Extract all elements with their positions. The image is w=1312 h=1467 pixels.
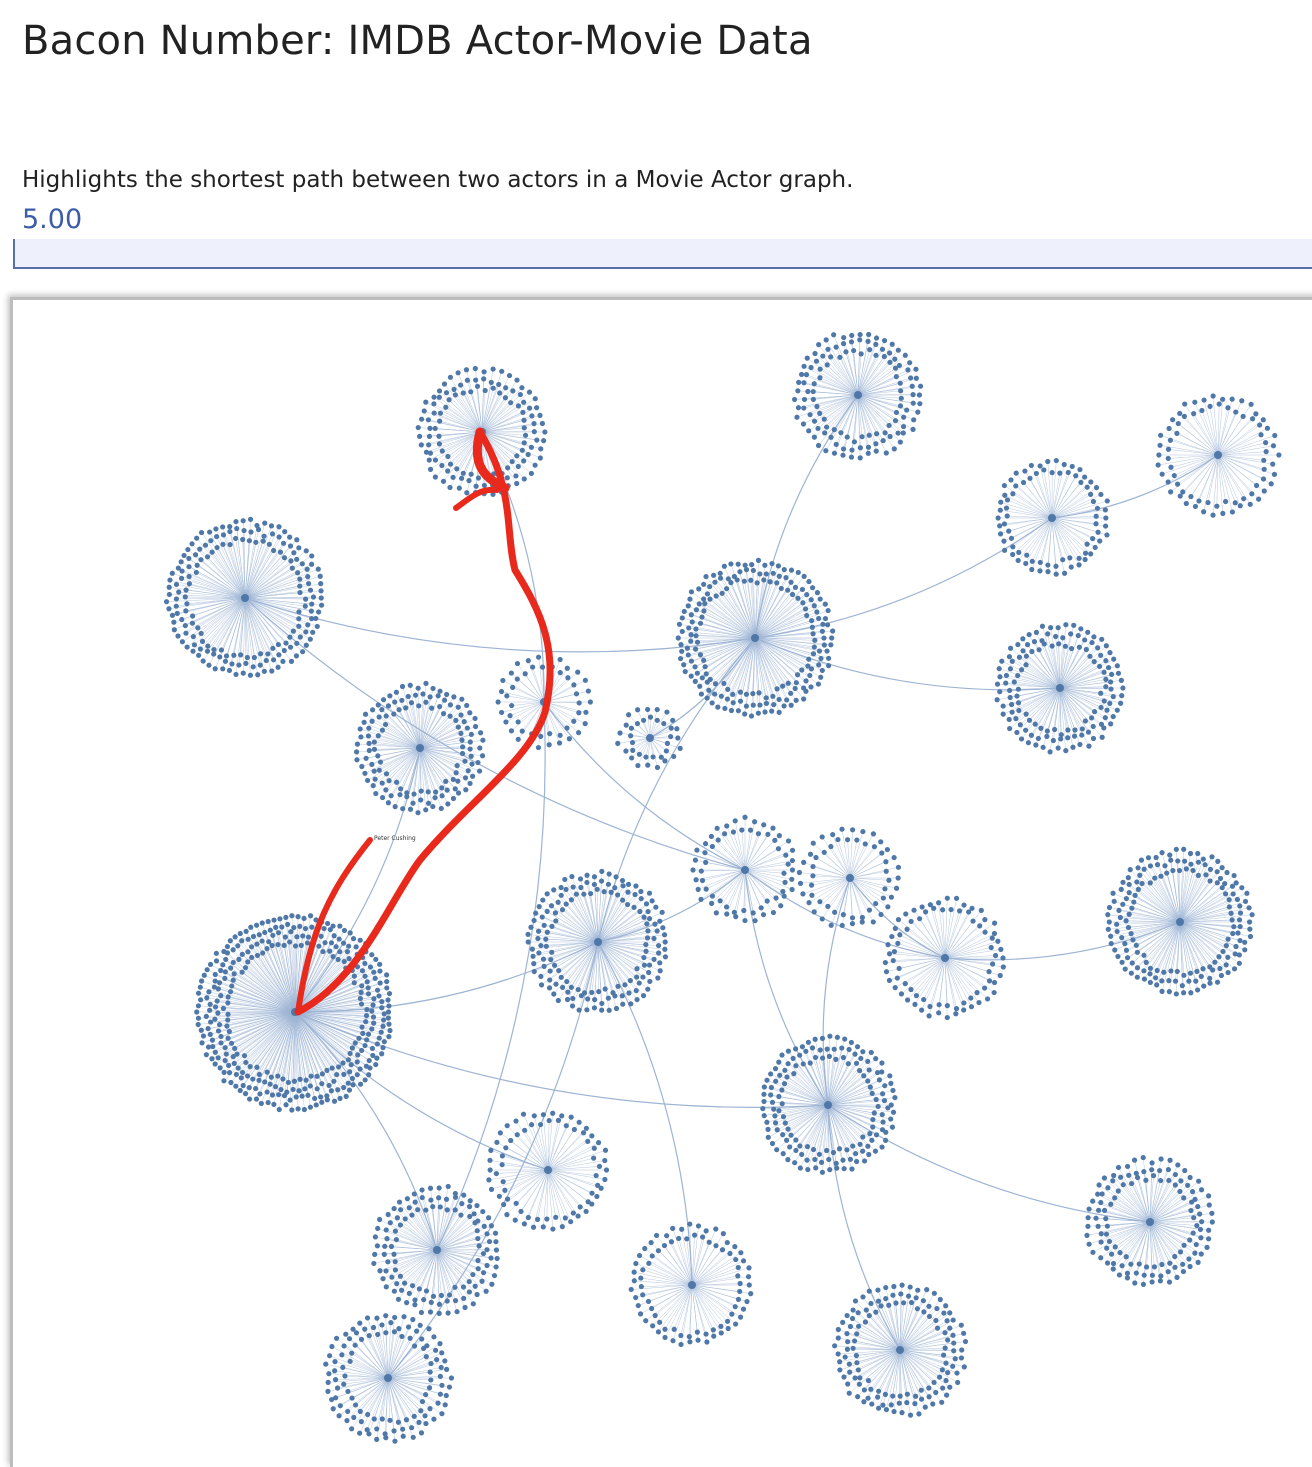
- bacon-number-slider[interactable]: [13, 239, 1312, 269]
- graph-panel[interactable]: Peter Cushing: [10, 297, 1312, 1467]
- path-node-label: Peter Cushing: [374, 835, 416, 842]
- network-graph[interactable]: Peter Cushing: [10, 297, 1312, 1450]
- graph-clusters: [164, 332, 1282, 1444]
- page-title: Bacon Number: IMDB Actor-Movie Data: [22, 18, 813, 64]
- slider-value: 5.00: [22, 204, 82, 235]
- page-description: Highlights the shortest path between two…: [22, 167, 853, 193]
- shortest-path: [298, 432, 550, 1012]
